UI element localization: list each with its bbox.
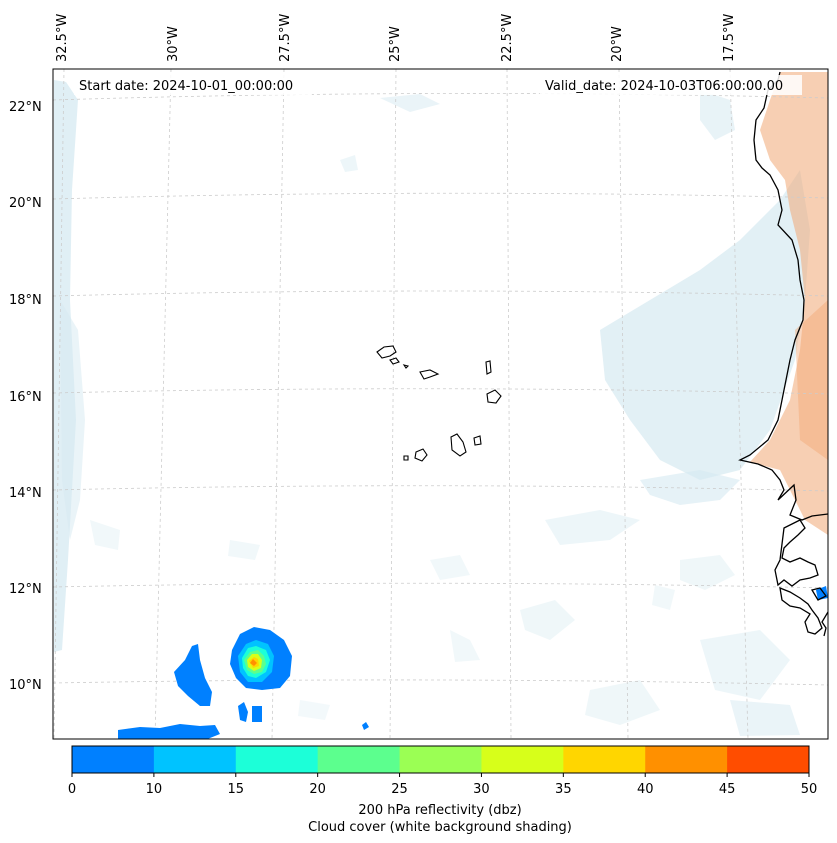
island-sao-vicente bbox=[389, 357, 400, 365]
colorbar-frame bbox=[71, 745, 810, 774]
colorbar-tick-label: 15 bbox=[228, 782, 245, 797]
lat-label: 12°N bbox=[9, 582, 42, 597]
lon-label: 30°W bbox=[166, 26, 181, 62]
reflectivity-field bbox=[118, 586, 828, 739]
colorbar-swatch bbox=[563, 746, 646, 773]
lat-label: 20°N bbox=[9, 196, 42, 211]
lon-label: 32.5°W bbox=[55, 14, 70, 62]
colorbar-swatch bbox=[235, 746, 319, 773]
colorbar-tick-label: 50 bbox=[801, 782, 818, 797]
cloud-cover-shading bbox=[54, 80, 810, 736]
start-date-annotation: Start date: 2024-10-01_00:00:00 bbox=[79, 79, 293, 94]
reflectivity-cell-south-1 bbox=[238, 702, 248, 722]
colorbar-ticks: 0 10 15 20 25 30 35 40 45 50 bbox=[68, 773, 817, 797]
lon-label: 27.5°W bbox=[278, 14, 293, 62]
colorbar-sublabel: Cloud cover (white background shading) bbox=[308, 820, 572, 835]
island-fogo bbox=[414, 448, 428, 462]
island-brava bbox=[403, 455, 409, 461]
lat-label: 16°N bbox=[9, 390, 42, 405]
land-shading bbox=[750, 72, 828, 535]
lon-label: 25°W bbox=[388, 26, 403, 62]
colorbar: 0 10 15 20 25 30 35 40 45 50 200 hPa reflectivity… bbox=[68, 745, 817, 835]
colorbar-tick-label: 20 bbox=[309, 782, 326, 797]
island-boa-vista bbox=[486, 389, 502, 404]
island-santa-luzia bbox=[402, 364, 410, 369]
colorbar-tick-label: 35 bbox=[555, 782, 572, 797]
colorbar-swatch bbox=[727, 746, 810, 773]
coastline bbox=[738, 71, 828, 637]
island-maio bbox=[473, 435, 482, 446]
map-panel bbox=[53, 69, 828, 739]
reflectivity-cell-core bbox=[250, 659, 257, 666]
lat-label: 22°N bbox=[9, 100, 42, 115]
lat-label: 18°N bbox=[9, 293, 42, 308]
reflectivity-cell-south-2 bbox=[252, 706, 262, 722]
colorbar-swatch bbox=[481, 746, 564, 773]
lat-label: 10°N bbox=[9, 678, 42, 693]
longitude-labels: 32.5°W 30°W 27.5°W 25°W 22.5°W 20°W 17.5… bbox=[55, 14, 737, 62]
colorbar-tick-label: 40 bbox=[637, 782, 654, 797]
island-sao-nicolau bbox=[419, 369, 440, 380]
reflectivity-cell-west bbox=[174, 644, 212, 706]
latitude-labels: 22°N 20°N 18°N 16°N 14°N 12°N 10°N bbox=[9, 100, 42, 693]
islands bbox=[376, 345, 502, 462]
map-frame bbox=[52, 68, 829, 740]
lon-label: 17.5°W bbox=[722, 14, 737, 62]
island-santo-antao bbox=[376, 345, 397, 359]
colorbar-tick-label: 10 bbox=[146, 782, 163, 797]
colorbar-tick-label: 25 bbox=[391, 782, 408, 797]
island-santiago bbox=[450, 433, 467, 457]
lat-label: 14°N bbox=[9, 486, 42, 501]
lon-label: 20°W bbox=[610, 26, 625, 62]
lon-label: 22.5°W bbox=[500, 14, 515, 62]
reflectivity-speck bbox=[362, 722, 369, 730]
valid-date-annotation: Valid_date: 2024-10-03T06:00:00.00 bbox=[545, 79, 783, 94]
colorbar-swatch bbox=[72, 746, 155, 773]
colorbar-swatch bbox=[645, 746, 728, 773]
colorbar-tick-label: 30 bbox=[473, 782, 490, 797]
colorbar-swatch bbox=[399, 746, 482, 773]
colorbar-swatches bbox=[72, 746, 810, 773]
graticule bbox=[53, 69, 828, 739]
colorbar-tick-label: 45 bbox=[719, 782, 736, 797]
colorbar-swatch bbox=[153, 746, 237, 773]
colorbar-tick-label: 0 bbox=[68, 782, 76, 797]
reflectivity-band-south bbox=[118, 724, 220, 739]
island-sal bbox=[485, 360, 492, 375]
colorbar-swatch bbox=[317, 746, 401, 773]
colorbar-label: 200 hPa reflectivity (dbz) bbox=[358, 803, 521, 818]
